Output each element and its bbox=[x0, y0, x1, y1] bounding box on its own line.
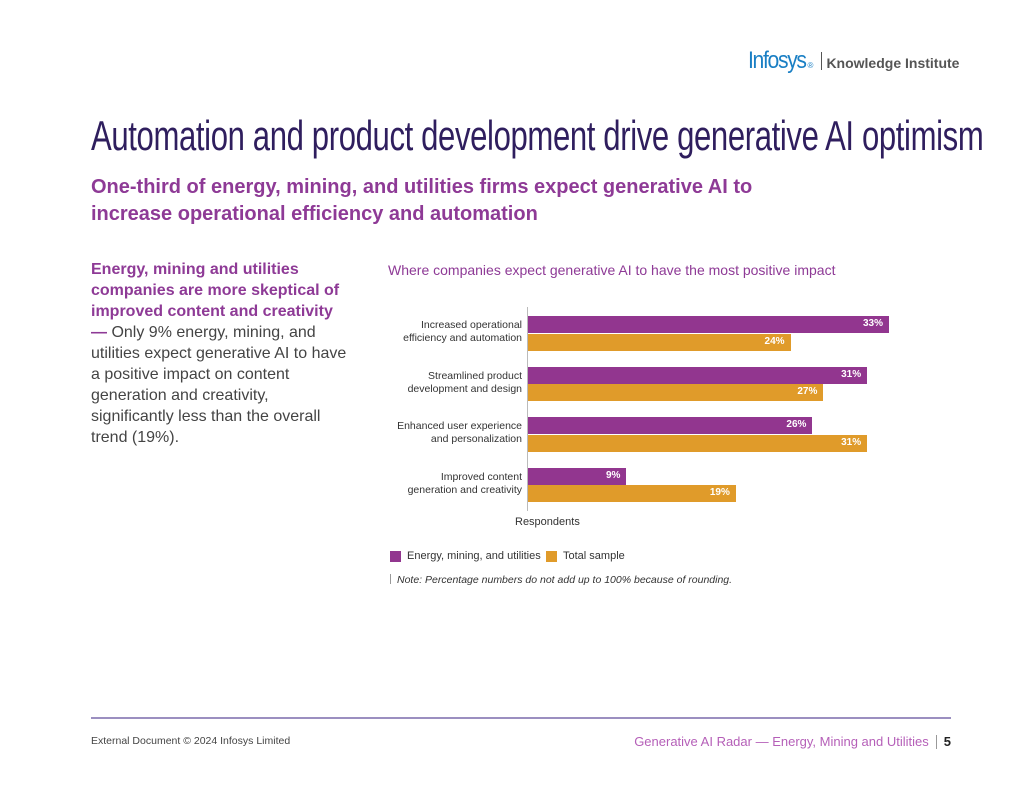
infosys-logo: Infosys ® Knowledge Institute bbox=[748, 47, 959, 75]
bar-total-0: 24% bbox=[528, 333, 791, 351]
bar-energy-0: 33% bbox=[528, 316, 890, 333]
copyright: External Document © 2024 Infosys Limited bbox=[91, 735, 291, 747]
sidebar-lead: Energy, mining and utilities companies a… bbox=[91, 261, 340, 341]
page-number: 5 bbox=[943, 734, 951, 749]
legend-item-energy: Energy, mining, and utilities bbox=[390, 550, 541, 562]
category-label-line: Streamlined product bbox=[428, 369, 522, 382]
data-label: 9% bbox=[606, 469, 621, 481]
chart-title: Where companies expect generative AI to … bbox=[388, 262, 836, 278]
x-axis-label: Respondents bbox=[515, 516, 580, 528]
data-label: 33% bbox=[863, 318, 884, 329]
bar-energy-3: 9% bbox=[528, 467, 627, 485]
category-label-line: Enhanced user experience bbox=[397, 420, 522, 432]
footer-publication: Generative AI Radar — Energy, Mining and… bbox=[634, 734, 951, 749]
category-label: Increased operational efficiency and auto… bbox=[403, 319, 522, 345]
bar-total-2: 31% bbox=[528, 434, 868, 452]
category-label-line: efficiency and automation bbox=[403, 332, 522, 344]
data-label: 24% bbox=[764, 335, 785, 347]
page-subtitle: One-third of energy, mining, and utiliti… bbox=[91, 176, 753, 225]
sidebar-body: Only 9% energy, mining, and utilities ex… bbox=[91, 324, 347, 446]
bar-energy-2: 26% bbox=[528, 417, 813, 434]
data-label: 27% bbox=[797, 386, 818, 397]
publication-title: Generative AI Radar — Energy, Mining and… bbox=[634, 734, 929, 749]
category-label-line: development and design bbox=[407, 382, 522, 395]
data-label: 31% bbox=[841, 436, 862, 448]
legend-label: Energy, mining, and utilities bbox=[407, 550, 541, 562]
bar-energy-1: 31% bbox=[528, 366, 868, 384]
bar-total-1: 27% bbox=[528, 384, 824, 401]
legend-label: Total sample bbox=[563, 550, 625, 562]
data-label: 19% bbox=[709, 487, 730, 498]
data-label: 26% bbox=[786, 419, 807, 430]
sidebar-text: Energy, mining and utilities companies a… bbox=[91, 259, 353, 448]
category-label: Enhanced user experience and personalizat… bbox=[397, 420, 522, 446]
page-title: Automation and product development drive… bbox=[91, 112, 984, 159]
logo-divider bbox=[821, 52, 823, 70]
footer-divider bbox=[91, 717, 951, 719]
category-label: Streamlined product development and desig… bbox=[408, 370, 522, 396]
logo-registered: ® bbox=[807, 61, 814, 70]
legend-swatch bbox=[390, 550, 401, 562]
category-label-line: Improved content bbox=[440, 470, 522, 483]
category-label-line: generation and creativity bbox=[407, 483, 522, 496]
category-label: Improved content generation and creativit… bbox=[408, 471, 522, 497]
legend-swatch bbox=[546, 550, 557, 562]
footer-separator bbox=[935, 734, 937, 749]
y-axis-line bbox=[527, 307, 528, 511]
logo-division: Knowledge Institute bbox=[826, 55, 960, 71]
data-label: 31% bbox=[841, 368, 862, 380]
chart-note: Note: Percentage numbers do not add up t… bbox=[390, 574, 732, 586]
category-label-line: and personalization bbox=[430, 433, 522, 445]
logo-brand: Infosys bbox=[748, 47, 807, 74]
bar-total-3: 19% bbox=[528, 485, 736, 502]
category-label-line: Increased operational bbox=[421, 319, 522, 331]
legend-item-total: Total sample bbox=[546, 550, 625, 562]
